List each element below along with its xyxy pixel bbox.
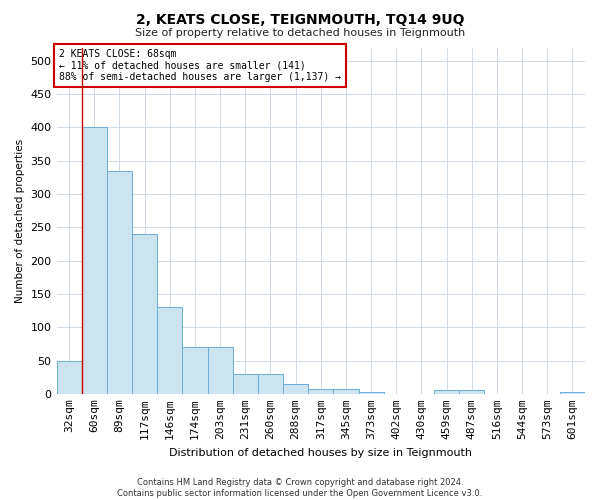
Bar bbox=[283, 384, 308, 394]
Y-axis label: Number of detached properties: Number of detached properties bbox=[15, 138, 25, 302]
Bar bbox=[334, 389, 359, 394]
Bar bbox=[308, 389, 334, 394]
X-axis label: Distribution of detached houses by size in Teignmouth: Distribution of detached houses by size … bbox=[169, 448, 472, 458]
Bar bbox=[233, 374, 258, 394]
Bar bbox=[157, 307, 182, 394]
Bar bbox=[560, 392, 585, 394]
Text: 2 KEATS CLOSE: 68sqm
← 11% of detached houses are smaller (141)
88% of semi-deta: 2 KEATS CLOSE: 68sqm ← 11% of detached h… bbox=[59, 49, 341, 82]
Bar bbox=[132, 234, 157, 394]
Bar bbox=[82, 128, 107, 394]
Bar bbox=[359, 392, 383, 394]
Text: 2, KEATS CLOSE, TEIGNMOUTH, TQ14 9UQ: 2, KEATS CLOSE, TEIGNMOUTH, TQ14 9UQ bbox=[136, 12, 464, 26]
Bar bbox=[459, 390, 484, 394]
Text: Contains HM Land Registry data © Crown copyright and database right 2024.
Contai: Contains HM Land Registry data © Crown c… bbox=[118, 478, 482, 498]
Bar bbox=[56, 360, 82, 394]
Bar bbox=[258, 374, 283, 394]
Text: Size of property relative to detached houses in Teignmouth: Size of property relative to detached ho… bbox=[135, 28, 465, 38]
Bar bbox=[208, 347, 233, 394]
Bar bbox=[107, 170, 132, 394]
Bar bbox=[434, 390, 459, 394]
Bar bbox=[182, 347, 208, 394]
